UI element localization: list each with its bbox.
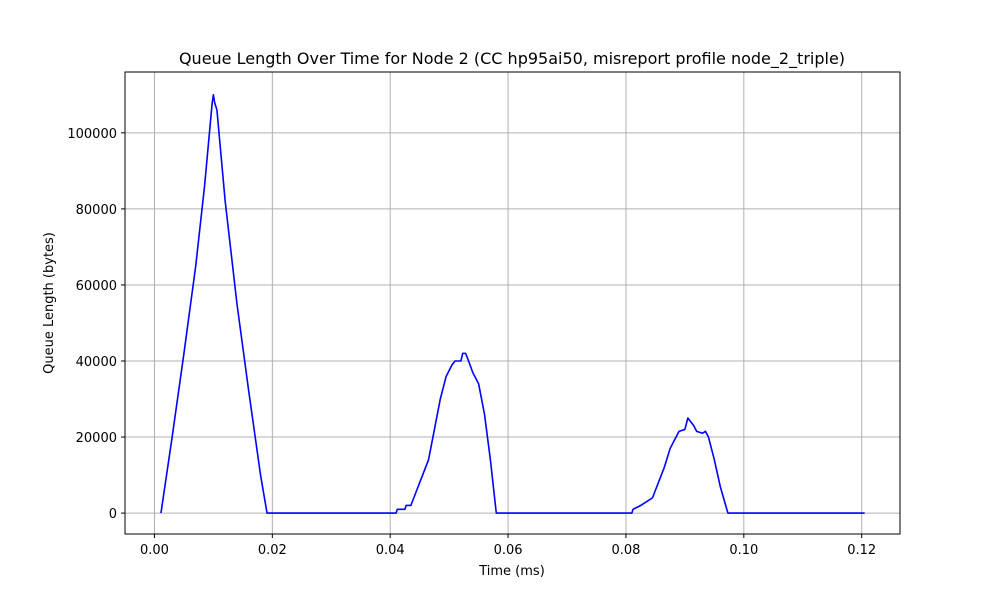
y-tick-label: 80000 [76,203,117,218]
y-tick-label: 20000 [76,431,117,446]
x-tick-label: 0.12 [847,543,876,558]
x-tick-label: 0.10 [729,543,758,558]
x-tick-label: 0.08 [611,543,640,558]
series-line [160,94,865,514]
y-axis-label: Queue Length (bytes) [42,232,57,374]
x-tick-label: 0.02 [258,543,287,558]
plot-frame [124,71,901,535]
x-axis: 0.00 0.02 0.04 0.06 0.08 0.10 0.12 [140,534,876,558]
y-tick-label: 60000 [76,279,117,294]
x-tick-label: 0.04 [376,543,405,558]
x-tick-label: 0.00 [140,543,169,558]
grid [125,72,900,534]
y-tick-label: 40000 [76,355,117,370]
x-tick-label: 0.06 [494,543,523,558]
series-group [160,94,865,514]
y-tick-label: 100000 [67,127,117,142]
chart-title: Queue Length Over Time for Node 2 (CC hp… [179,49,845,69]
x-axis-label: Time (ms) [478,564,545,579]
y-tick-label: 0 [109,507,117,522]
y-axis: 0 20000 40000 60000 80000 100000 [67,127,125,522]
